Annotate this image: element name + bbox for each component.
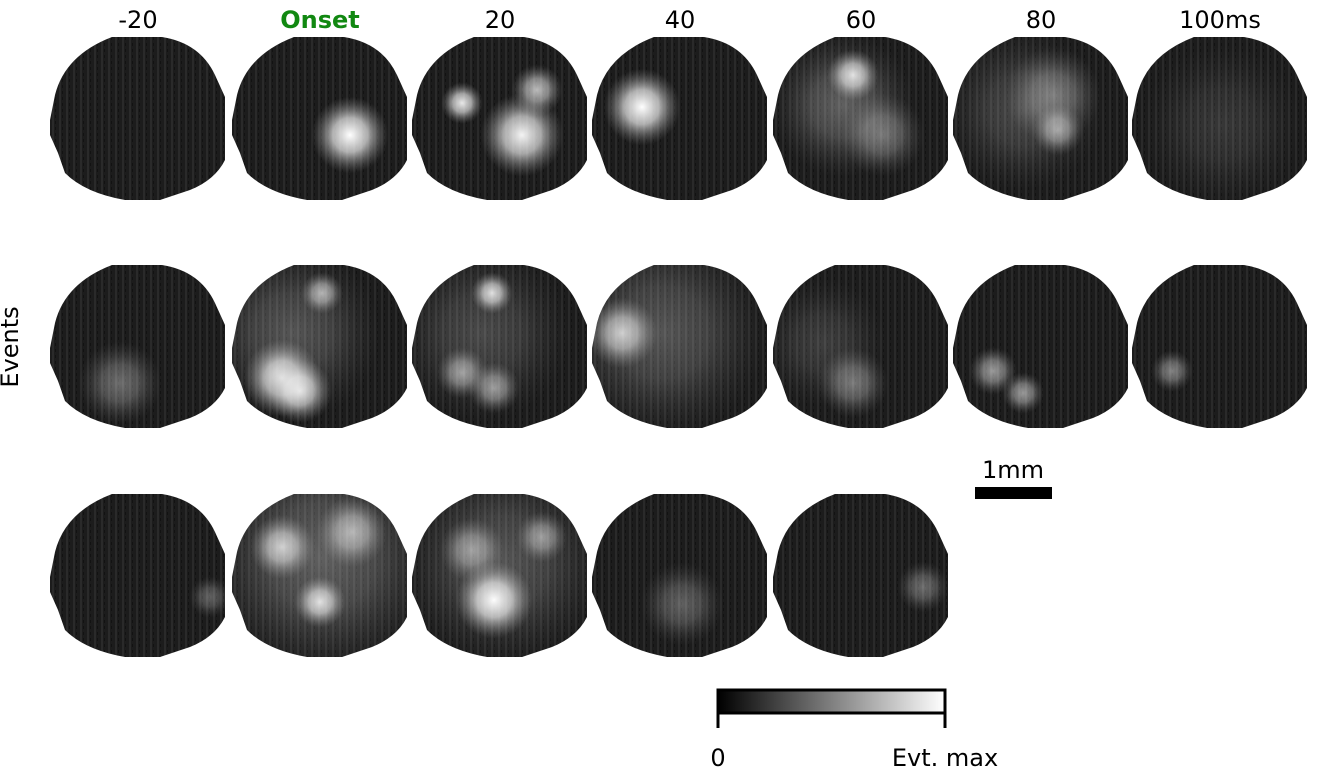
colorbar-min-label: 0 <box>710 744 725 772</box>
image-panel <box>953 265 1128 428</box>
activity-spot <box>412 265 570 421</box>
image-panel <box>1132 37 1307 200</box>
row-label: Events <box>0 306 24 387</box>
panel-content <box>78 341 162 425</box>
activity-spot <box>773 279 887 407</box>
image-panel <box>592 265 767 428</box>
panel-content <box>441 64 564 177</box>
column-label: 20 <box>485 6 516 34</box>
image-panel <box>592 37 767 200</box>
image-panel <box>773 37 948 200</box>
panel-background <box>1132 265 1307 428</box>
image-panel <box>953 37 1128 200</box>
column-label: 100ms <box>1179 6 1261 34</box>
activity-spot <box>1002 372 1044 414</box>
panel-content <box>953 37 1103 190</box>
column-label: 60 <box>846 6 877 34</box>
colorbar-max-label: Evt. max <box>892 744 998 772</box>
activity-spot <box>189 576 225 618</box>
column-label: Onset <box>280 6 360 34</box>
panel-content <box>232 494 407 657</box>
image-panel <box>773 265 948 428</box>
activity-spot <box>592 265 766 428</box>
image-panel <box>412 494 587 657</box>
activity-spot <box>311 96 389 174</box>
panel-content <box>189 576 225 618</box>
image-panel <box>232 265 407 428</box>
activity-spot <box>953 37 1103 190</box>
panel-background <box>50 494 225 657</box>
colorbar <box>716 688 947 715</box>
activity-spot <box>441 82 483 124</box>
panel-content <box>1151 350 1193 392</box>
panel-content <box>412 494 587 657</box>
scale-bar <box>975 487 1052 499</box>
image-panel <box>412 265 587 428</box>
panels <box>50 37 1307 657</box>
panel-background <box>50 37 225 200</box>
panel-content <box>773 37 925 177</box>
column-label: -20 <box>118 6 157 34</box>
image-panel <box>773 494 948 657</box>
activity-spot <box>480 93 564 177</box>
image-panel <box>1132 265 1307 428</box>
activity-spot <box>1142 45 1302 200</box>
activity-spot <box>640 562 724 646</box>
activity-spot <box>841 93 925 177</box>
activity-spot <box>78 341 162 425</box>
scale-bar-label: 1mm <box>982 456 1044 484</box>
panel-content <box>1142 45 1302 200</box>
panel-content <box>897 561 948 613</box>
panel-content <box>603 68 681 146</box>
panel-content <box>592 265 766 428</box>
panel-content <box>640 562 724 646</box>
activity-spot <box>232 494 407 657</box>
activity-spot <box>603 68 681 146</box>
panel-background <box>773 494 948 657</box>
column-label: 40 <box>665 6 696 34</box>
panel-content <box>412 265 570 421</box>
image-panel <box>592 494 767 657</box>
image-panel <box>50 37 225 200</box>
image-panel <box>412 37 587 200</box>
column-label: 80 <box>1026 6 1057 34</box>
activity-spot <box>412 494 587 657</box>
image-panel <box>232 494 407 657</box>
panel-content <box>773 279 889 419</box>
panel-content <box>311 96 389 174</box>
activity-spot <box>897 561 948 613</box>
activity-spot <box>232 265 380 421</box>
image-panel <box>232 37 407 200</box>
image-panel <box>50 265 225 428</box>
panel-content <box>969 347 1044 414</box>
image-panel <box>50 494 225 657</box>
activity-spot <box>1151 350 1193 392</box>
